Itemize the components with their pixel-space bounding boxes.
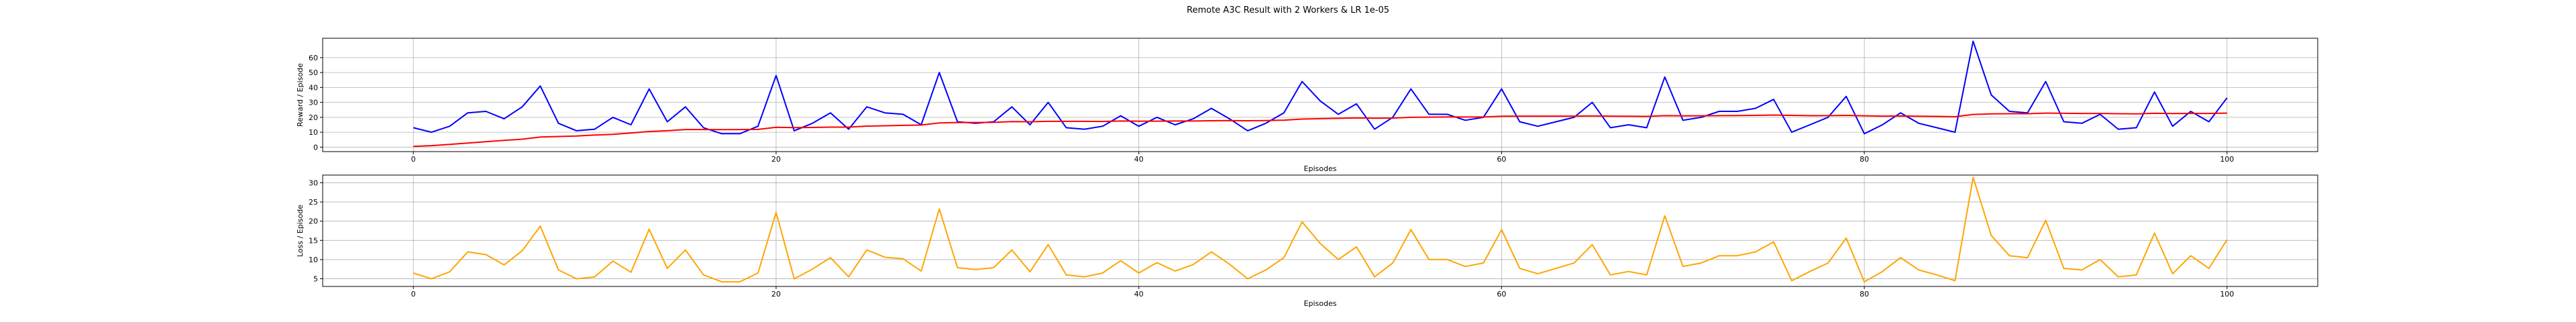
x-tick-label: 60 [1497,155,1506,164]
x-tick-label: 100 [2220,290,2234,299]
figure-title: Remote A3C Result with 2 Workers & LR 1e… [1187,5,1389,15]
y-tick-label: 10 [309,256,318,264]
x-tick-label: 0 [411,290,416,299]
x-tick-label: 100 [2220,155,2234,164]
y-tick-label: 10 [309,128,318,137]
series-line-2 [413,112,2227,148]
y-tick-label: 30 [309,99,318,107]
chart-panel-2: 0 20 40 60 80 100 5 10 15 20 25 30 Episodes Loss / Ep… [296,174,2318,308]
y-tick-label: 40 [309,83,318,92]
y-tick-label: 5 [313,275,318,284]
y-axis-label: Loss / Episode [296,205,305,257]
x-tick-label: 0 [411,155,416,164]
y-tick-label: 20 [309,113,318,122]
y-tick-label: 60 [309,54,318,62]
series-line-1 [413,40,2228,135]
x-axis-label: Episodes [1304,164,1337,173]
chart-panel-1: 0 20 40 60 80 100 0 10 20 30 40 50 60 Episodes Reward … [296,38,2318,173]
y-tick-label: 50 [309,68,318,77]
plot-frame [322,174,2318,287]
x-tick-label: 20 [771,290,781,299]
x-tick-label: 80 [1860,290,1869,299]
y-tick-label: 15 [309,236,318,245]
series-line-1 [413,176,2228,283]
plot-frame [322,38,2318,152]
x-axis-label: Episodes [1304,299,1337,308]
y-tick-label: 20 [309,217,318,226]
x-tick-label: 60 [1497,290,1506,299]
x-tick-label: 80 [1860,155,1869,164]
x-tick-label: 40 [1134,155,1144,164]
x-tick-label: 40 [1134,290,1144,299]
y-tick-label: 30 [309,178,318,187]
y-axis-label: Reward / Episode [296,63,305,127]
x-tick-label: 20 [771,155,781,164]
y-tick-label: 25 [309,198,318,207]
plots-group: 0 20 40 60 80 1000102030405060EpisodesReward … [296,38,2318,308]
y-tick-label: 0 [313,143,318,152]
